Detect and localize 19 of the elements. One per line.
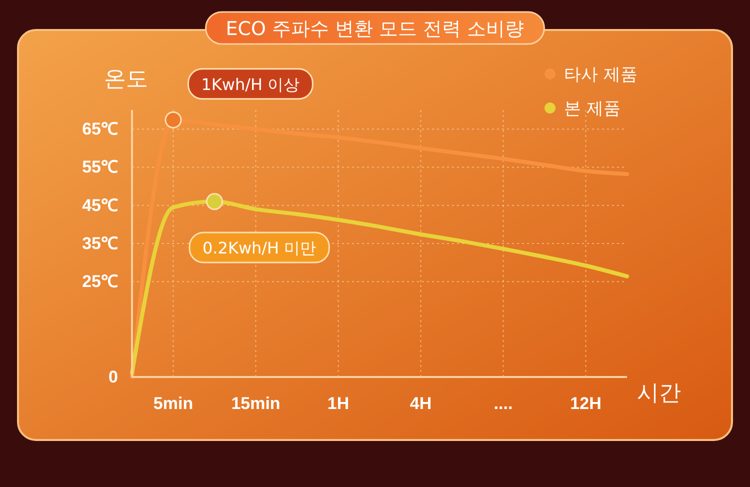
x-tick-label: 1H	[327, 394, 350, 414]
text: 1Kwh/H 이상	[201, 74, 300, 94]
x-tick-label: 12H	[570, 394, 602, 414]
y-tick-label: 45℃	[82, 196, 118, 215]
annotation: 0.2Kwh/H 미만	[202, 238, 316, 258]
legend-label: 본 제품	[564, 99, 620, 119]
x-axis-title: 시간	[637, 381, 681, 406]
x-tick-label: 4H	[410, 394, 432, 414]
legend-label: 타사 제품	[564, 65, 638, 85]
x-tick-label: 15min	[231, 394, 280, 414]
y-tick-label: 55℃	[82, 158, 118, 177]
y-axis-title: 온도	[104, 67, 148, 92]
y-tick-label: 0	[108, 367, 118, 386]
chart-title: ECO 주파수 변환 모드 전력 소비량	[226, 18, 524, 40]
x-tick-label: ....	[494, 394, 513, 414]
y-tick-label: 65℃	[82, 120, 118, 139]
y-tick-label: 35℃	[82, 234, 118, 253]
x-tick-label: 5min	[153, 394, 194, 414]
y-tick-label: 25℃	[82, 272, 118, 292]
